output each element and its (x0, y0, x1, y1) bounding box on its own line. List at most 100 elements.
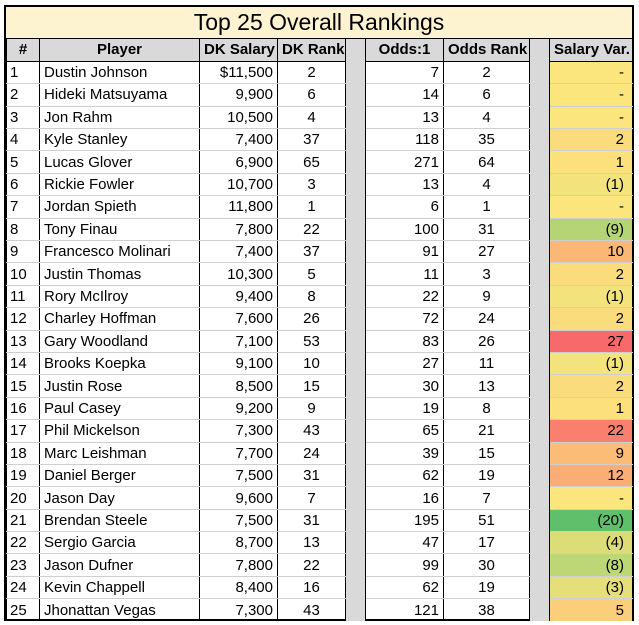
header-dk-salary: DK Salary (199, 39, 278, 62)
rankings-body: 1 Dustin Johnson $11,500 2 7 2-2 Hideki Matsuy… (6, 61, 633, 622)
spacer-column (345, 61, 366, 84)
player-name: Kyle Stanley (39, 128, 200, 152)
dk-salary-cell: $11,500 (199, 61, 278, 85)
spacer-column (529, 553, 550, 577)
salary-var-cell: 2 (549, 128, 633, 152)
spacer-column (529, 397, 550, 420)
spacer-column (345, 419, 366, 443)
table-row: 4 Kyle Stanley 7,400 37 118 35 2 (6, 128, 633, 152)
dk-salary-cell: 8,500 (199, 374, 278, 398)
odds-rank-cell: 38 (443, 598, 530, 622)
rankings-table: # Player DK Salary DK Rank Odds:1 Odds R… (6, 39, 633, 622)
odds-cell: 30 (365, 374, 444, 398)
spacer-column (345, 39, 366, 62)
spacer-column (529, 128, 550, 151)
odds-rank-cell: 19 (443, 576, 530, 600)
odds-rank-cell: 7 (443, 486, 530, 510)
row-number: 3 (6, 106, 40, 130)
odds-rank-cell: 51 (443, 509, 530, 533)
row-number: 22 (6, 531, 40, 555)
odds-cell: 47 (365, 531, 444, 555)
spacer-column (345, 218, 366, 241)
spacer-column (345, 195, 366, 219)
row-number: 20 (6, 486, 40, 510)
header-salary-var: Salary Var. (549, 39, 633, 62)
dk-salary-cell: 7,400 (199, 240, 278, 264)
dk-rank-cell: 5 (277, 262, 346, 286)
salary-var-cell: - (549, 486, 633, 510)
dk-rank-cell: 10 (277, 352, 346, 376)
dk-salary-cell: 7,700 (199, 442, 278, 465)
spacer-column (529, 307, 550, 331)
dk-salary-cell: 7,600 (199, 307, 278, 331)
row-number: 19 (6, 464, 40, 488)
header-player: Player (39, 39, 200, 62)
odds-cell: 16 (365, 486, 444, 510)
odds-cell: 19 (365, 397, 444, 421)
odds-rank-cell: 8 (443, 397, 530, 421)
salary-var-cell: - (549, 83, 633, 107)
dk-rank-cell: 31 (277, 509, 346, 533)
spacer-column (529, 240, 550, 263)
table-row: 8 Tony Finau 7,800 22 100 31 (9) (6, 218, 633, 242)
salary-var-cell: - (549, 61, 633, 85)
salary-var-cell: 1 (549, 150, 633, 174)
odds-cell: 83 (365, 330, 444, 353)
row-number: 25 (6, 598, 40, 622)
player-name: Dustin Johnson (39, 61, 200, 85)
header-num: # (6, 39, 40, 62)
row-number: 4 (6, 128, 40, 152)
table-row: 9 Francesco Molinari 7,400 37 91 27 10 (6, 240, 633, 264)
spacer-column (529, 39, 550, 62)
spacer-column (345, 262, 366, 286)
odds-rank-cell: 35 (443, 128, 530, 152)
odds-rank-cell: 6 (443, 83, 530, 107)
player-name: Jordan Spieth (39, 195, 200, 219)
odds-rank-cell: 2 (443, 61, 530, 85)
odds-rank-cell: 27 (443, 240, 530, 264)
dk-rank-cell: 7 (277, 486, 346, 510)
odds-cell: 118 (365, 128, 444, 152)
salary-var-cell: (1) (549, 352, 633, 376)
table-row: 19 Daniel Berger 7,500 31 62 19 12 (6, 464, 633, 488)
odds-rank-cell: 4 (443, 106, 530, 130)
player-name: Rickie Fowler (39, 173, 200, 197)
spacer-column (345, 352, 366, 375)
odds-cell: 65 (365, 419, 444, 443)
table-row: 17 Phil Mickelson 7,300 43 65 21 22 (6, 419, 633, 443)
salary-var-cell: 12 (549, 464, 633, 488)
spacer-column (529, 442, 550, 465)
row-number: 18 (6, 442, 40, 465)
odds-cell: 13 (365, 173, 444, 197)
dk-rank-cell: 22 (277, 553, 346, 577)
odds-cell: 22 (365, 285, 444, 309)
dk-rank-cell: 16 (277, 576, 346, 600)
dk-rank-cell: 24 (277, 442, 346, 465)
dk-salary-cell: 9,400 (199, 285, 278, 309)
dk-salary-cell: 6,900 (199, 150, 278, 174)
salary-var-cell: 2 (549, 262, 633, 286)
table-row: 11 Rory McIlroy 9,400 8 22 9 (1) (6, 285, 633, 309)
spacer-column (345, 150, 366, 174)
dk-salary-cell: 7,400 (199, 128, 278, 152)
odds-rank-cell: 4 (443, 173, 530, 197)
spacer-column (345, 442, 366, 465)
player-name: Hideki Matsuyama (39, 83, 200, 107)
row-number: 17 (6, 419, 40, 443)
salary-var-cell: (1) (549, 173, 633, 197)
table-row: 5 Lucas Glover 6,900 65 271 64 1 (6, 150, 633, 174)
spacer-column (529, 262, 550, 286)
odds-cell: 91 (365, 240, 444, 264)
odds-rank-cell: 9 (443, 285, 530, 309)
dk-salary-cell: 10,300 (199, 262, 278, 286)
spacer-column (345, 576, 366, 599)
table-row: 13 Gary Woodland 7,100 53 83 26 27 (6, 330, 633, 353)
odds-rank-cell: 3 (443, 262, 530, 286)
dk-rank-cell: 26 (277, 307, 346, 331)
dk-salary-cell: 9,100 (199, 352, 278, 376)
dk-salary-cell: 10,500 (199, 106, 278, 130)
salary-var-cell: (9) (549, 218, 633, 242)
sheet-title: Top 25 Overall Rankings (6, 7, 632, 39)
row-number: 2 (6, 83, 40, 107)
header-odds-rank: Odds Rank (443, 39, 530, 62)
